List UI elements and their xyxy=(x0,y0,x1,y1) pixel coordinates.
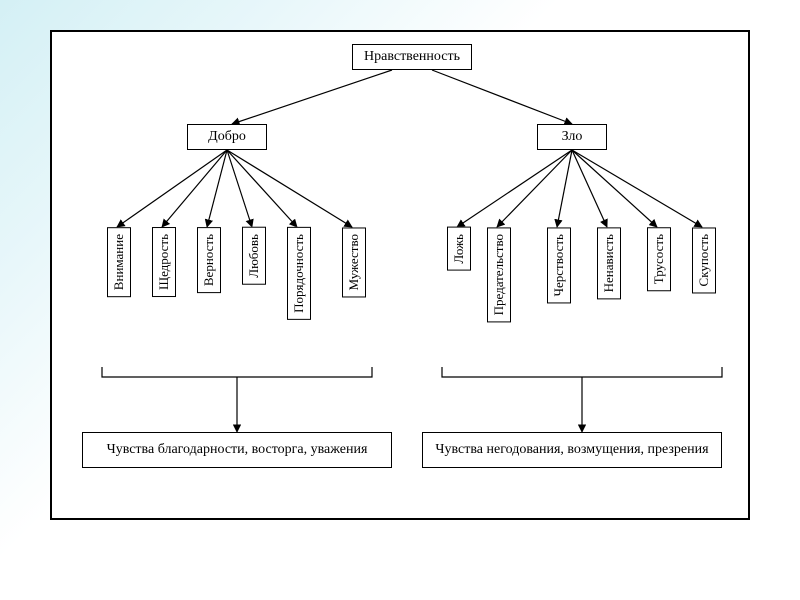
branch-good: Добро xyxy=(187,124,267,150)
evil-child-5: Скупость xyxy=(692,227,716,293)
good-child-3: Любовь xyxy=(242,227,266,285)
result-good: Чувства благодарности, восторга, уважени… xyxy=(82,432,392,468)
root-node: Нравственность xyxy=(352,44,472,70)
evil-child-4: Трусость xyxy=(647,227,671,291)
evil-child-0: Ложь xyxy=(447,227,471,271)
good-child-4: Порядочность xyxy=(287,227,311,320)
diagram-frame: Нравственность Добро Зло Внимание Щедрос… xyxy=(50,30,750,520)
evil-child-1: Предательство xyxy=(487,227,511,322)
result-evil: Чувства негодования, возмущения, презрен… xyxy=(422,432,722,468)
evil-child-2: Черствость xyxy=(547,227,571,303)
good-child-1: Щедрость xyxy=(152,227,176,297)
good-child-0: Внимание xyxy=(107,227,131,297)
good-child-5: Мужество xyxy=(342,227,366,297)
evil-child-3: Ненависть xyxy=(597,227,621,299)
branch-evil: Зло xyxy=(537,124,607,150)
good-child-2: Верность xyxy=(197,227,221,293)
